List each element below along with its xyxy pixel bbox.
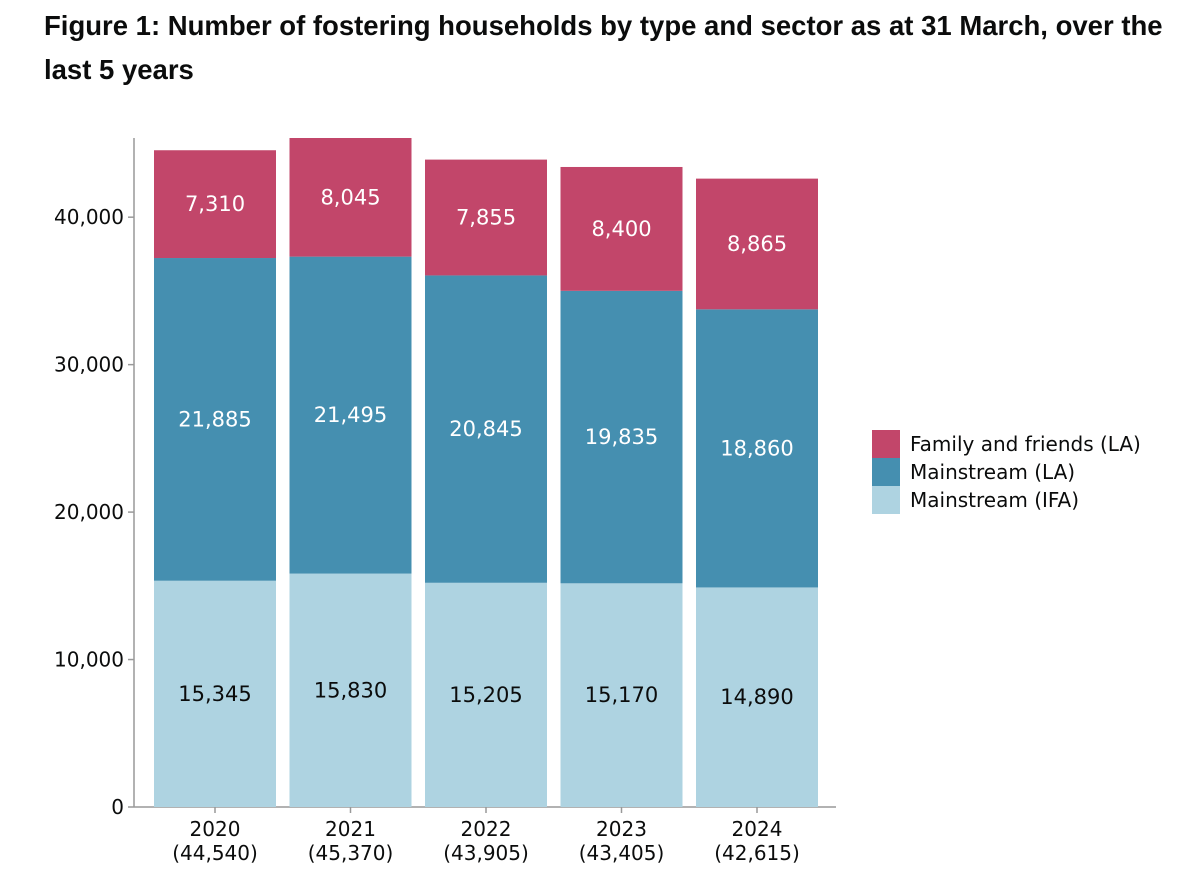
- data-label-family-and-friends-la: 8,045: [320, 185, 380, 209]
- bar-segment-family-and-friends-la: [560, 166, 683, 291]
- data-label-mainstream-ifa: 15,830: [314, 678, 387, 702]
- chart-title: Figure 1: Number of fostering households…: [44, 10, 1163, 85]
- bar-segment-mainstream-ifa: [696, 587, 818, 807]
- data-label-mainstream-ifa: 14,890: [720, 685, 793, 709]
- legend-swatch-mainstream-ifa: [872, 486, 900, 514]
- x-tick-total-label: (45,370): [308, 841, 394, 865]
- bar-segment-mainstream-la: [696, 309, 818, 588]
- x-tick-label: 2022: [461, 817, 512, 841]
- bar-segment-mainstream-la: [425, 275, 547, 583]
- data-label-mainstream-ifa: 15,205: [449, 683, 522, 707]
- y-tick-label: 30,000: [54, 353, 124, 377]
- data-label-mainstream-la: 18,860: [720, 436, 793, 460]
- data-label-mainstream-la: 19,835: [585, 425, 658, 449]
- data-label-mainstream-la: 21,495: [314, 403, 387, 427]
- bar-segment-mainstream-ifa: [560, 583, 683, 807]
- legend-swatch-family-and-friends-la: [872, 430, 900, 458]
- x-tick-total-label: (44,540): [172, 841, 258, 865]
- stacked-bar-chart: 0 10,000 20,000 30,000 40,000 15,345 21,885 7,3…: [54, 138, 836, 865]
- data-label-family-and-friends-la: 8,400: [591, 217, 651, 241]
- y-tick-label: 20,000: [54, 500, 124, 524]
- x-tick-total-label: (42,615): [714, 841, 800, 865]
- bar-segment-family-and-friends-la: [425, 159, 547, 276]
- data-label-mainstream-la: 21,885: [178, 407, 251, 431]
- data-label-family-and-friends-la: 7,310: [185, 192, 245, 216]
- bar-segment-mainstream-ifa: [425, 582, 547, 807]
- x-tick-label: 2024: [732, 817, 783, 841]
- legend-item-family-and-friends-la: Family and friends (LA): [872, 430, 1141, 458]
- bar-segment-mainstream-la: [289, 256, 412, 574]
- data-label-family-and-friends-la: 8,865: [727, 232, 787, 256]
- y-tick-label: 10,000: [54, 648, 124, 672]
- legend-item-mainstream-ifa: Mainstream (IFA): [872, 486, 1141, 514]
- legend-swatch-mainstream-la: [872, 458, 900, 486]
- bar-segment-mainstream-la: [560, 290, 683, 584]
- bar-segment-mainstream-ifa: [289, 573, 412, 807]
- bar-segment-mainstream-ifa: [154, 580, 276, 807]
- legend-label-family-and-friends-la: Family and friends (LA): [910, 432, 1141, 456]
- legend-label-mainstream-ifa: Mainstream (IFA): [910, 488, 1080, 512]
- bar-segment-family-and-friends-la: [154, 150, 276, 259]
- bar-segment-family-and-friends-la: [289, 138, 412, 257]
- x-tick-total-label: (43,405): [579, 841, 665, 865]
- data-label-mainstream-la: 20,845: [449, 417, 522, 441]
- data-label-mainstream-ifa: 15,170: [585, 683, 658, 707]
- chart-legend: Family and friends (LA) Mainstream (LA) …: [872, 430, 1141, 514]
- legend-item-mainstream-la: Mainstream (LA): [872, 458, 1141, 486]
- data-label-mainstream-ifa: 15,345: [178, 682, 251, 706]
- bar-segment-mainstream-la: [154, 258, 276, 581]
- x-tick-label: 2021: [325, 817, 376, 841]
- legend-label-mainstream-la: Mainstream (LA): [910, 460, 1076, 484]
- data-label-family-and-friends-la: 7,855: [456, 206, 516, 230]
- x-tick-label: 2023: [596, 817, 647, 841]
- bar-segment-family-and-friends-la: [696, 178, 818, 310]
- y-tick-label: 0: [111, 795, 124, 819]
- x-tick-total-label: (43,905): [443, 841, 529, 865]
- y-tick-label: 40,000: [54, 205, 124, 229]
- x-tick-label: 2020: [190, 817, 241, 841]
